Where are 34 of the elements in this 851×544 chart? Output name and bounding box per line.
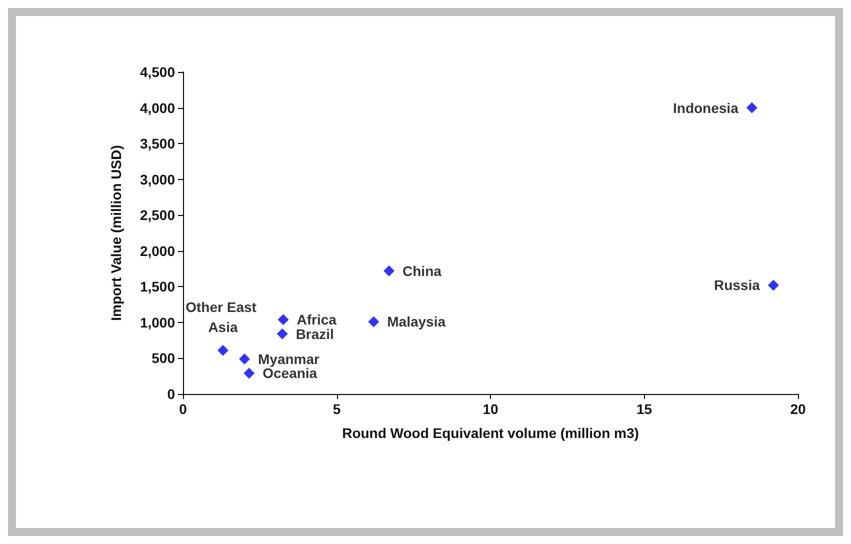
y-tick-label: 3,000	[140, 171, 176, 188]
y-tick-label: 0	[167, 386, 176, 402]
y-axis-title: Import Value (million USD)	[108, 145, 124, 321]
x-tick-label: 20	[790, 401, 806, 417]
point	[239, 353, 250, 364]
annotation: Brazil	[296, 326, 334, 342]
x-tick-label: 0	[179, 401, 188, 417]
point	[746, 102, 758, 114]
y-tick-label: 2,000	[140, 242, 176, 259]
x-tick-label: 15	[636, 401, 652, 417]
annotation: Indonesia	[673, 100, 739, 116]
point	[368, 316, 380, 328]
annotation: Other East Asia	[186, 298, 260, 335]
annotation: China	[402, 262, 442, 279]
point	[384, 265, 395, 276]
annotation: Russia	[714, 277, 760, 294]
point	[244, 368, 255, 379]
y-tick-label: 3,500	[140, 136, 176, 152]
annotation: Malaysia	[387, 314, 446, 330]
annotation: Africa	[296, 312, 337, 328]
y-tick-label: 1,500	[140, 278, 176, 295]
y-tick-label: 1,000	[140, 314, 176, 330]
point	[276, 328, 288, 340]
y-tick-label: 4,500	[140, 64, 176, 80]
x-tick-label: 10	[482, 401, 498, 417]
point	[768, 280, 779, 291]
x-axis-title: Round Wood Equivalent volume (million m3)	[342, 425, 639, 441]
y-tick-label: 4,000	[140, 100, 176, 116]
y-tick-label: 500	[152, 350, 176, 366]
y-tick-label: 2,500	[140, 207, 176, 224]
x-tick-label: 5	[332, 401, 341, 417]
annotation: Myanmar	[258, 350, 320, 367]
point	[217, 344, 228, 356]
point	[278, 314, 289, 326]
